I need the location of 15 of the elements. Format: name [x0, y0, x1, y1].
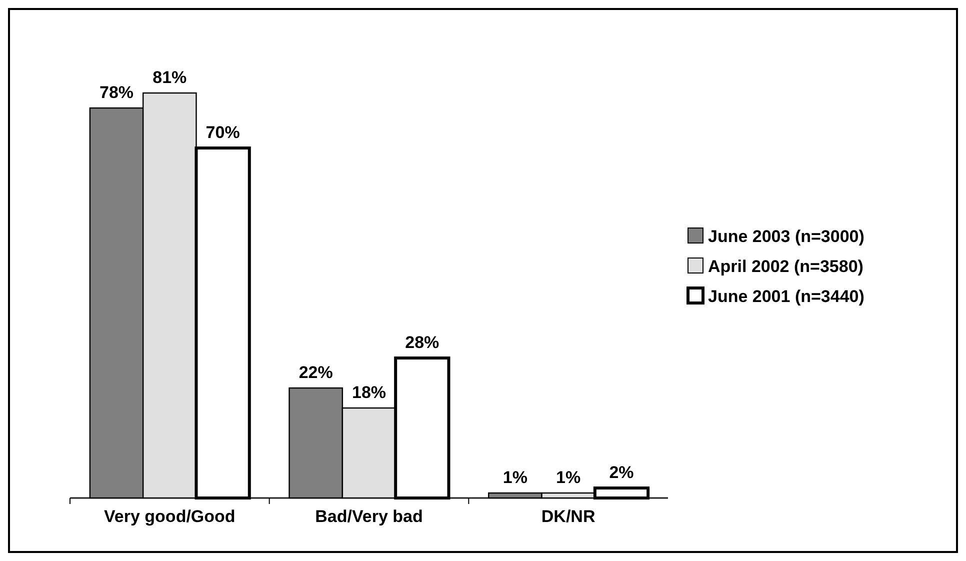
data-label: 1%: [502, 468, 528, 487]
legend-label: April 2002 (n=3580): [708, 257, 864, 276]
data-label: 78%: [99, 83, 134, 102]
data-label: 18%: [352, 383, 386, 402]
x-tick-label: Bad/Very bad: [315, 507, 423, 526]
data-label: 2%: [609, 463, 634, 482]
data-label: 1%: [556, 468, 581, 487]
data-label: 70%: [206, 123, 240, 142]
data-label: 28%: [405, 333, 440, 352]
x-tick-label: DK/NR: [541, 507, 596, 526]
data-label: 22%: [298, 363, 333, 382]
legend-label: June 2001 (n=3440): [708, 287, 864, 306]
data-label: 81%: [152, 68, 187, 87]
x-tick-label: Very good/Good: [104, 507, 236, 526]
legend-label: June 2003 (n=3000): [708, 227, 864, 246]
